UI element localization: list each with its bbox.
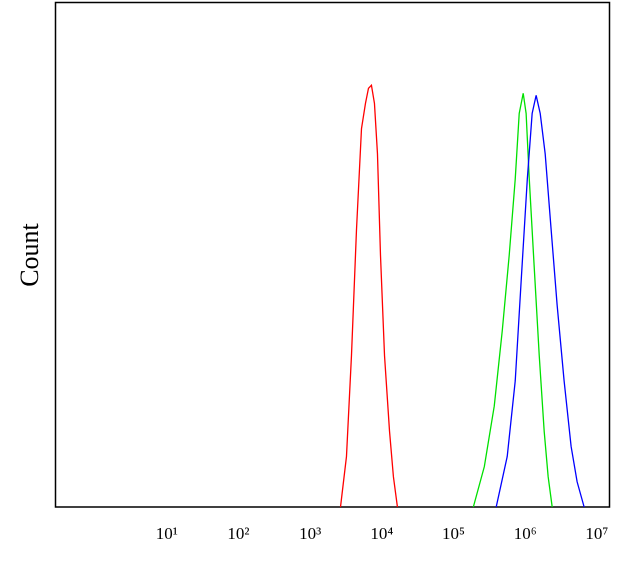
y-axis-label: Count: [15, 222, 44, 286]
series-line: [472, 93, 553, 508]
x-tick-label: 10³: [299, 524, 321, 543]
x-tick-label: 10⁵: [442, 524, 465, 543]
x-tick-label: 10⁴: [370, 524, 393, 543]
x-tick-label: 10¹: [156, 524, 178, 543]
series-line: [495, 95, 585, 508]
plot-frame: [54, 1, 611, 508]
x-tick-label: 10²: [227, 524, 249, 543]
x-tick-label: 10⁷: [585, 524, 608, 543]
x-tick-label: 10⁶: [514, 524, 537, 543]
series-line: [339, 83, 399, 508]
